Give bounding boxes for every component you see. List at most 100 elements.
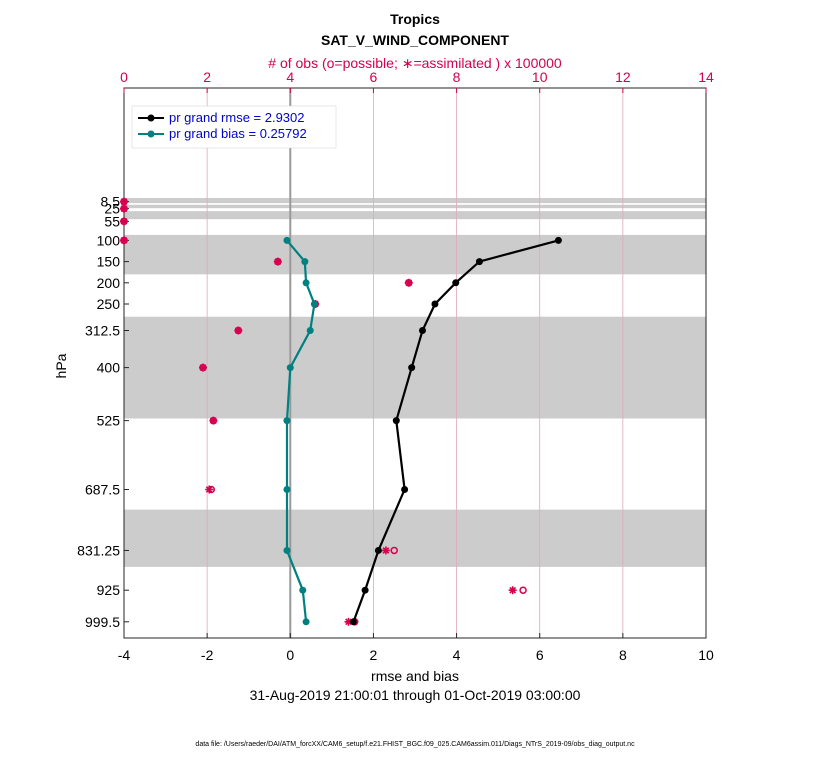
obs-assimilated-stroke-13-3 (345, 618, 352, 626)
y-tick-label-13: 999.5 (85, 614, 120, 630)
y-tick-label-1: 25 (104, 201, 120, 217)
y-tick-label-4: 150 (97, 254, 121, 270)
level-band-2 (124, 204, 706, 209)
y-tick-label-0: 8.5 (101, 194, 121, 210)
level-band-3 (124, 211, 706, 220)
series-0-point-6 (392, 417, 400, 425)
y-tick-label-7: 312.5 (85, 323, 120, 339)
top-tick-label-1: 2 (203, 69, 211, 85)
obs-assimilated-stroke-2-3 (120, 217, 128, 225)
x-tick-label-2: 0 (286, 647, 294, 663)
obs-assimilated-stroke-9-3 (210, 417, 217, 424)
obs-assimilated-stroke-4-3 (274, 258, 282, 265)
top-tick-label-2: 4 (286, 69, 294, 85)
x-tick-label-7: 10 (698, 647, 714, 663)
obs-assimilated-7 (234, 326, 243, 335)
series-0-point-2 (452, 279, 460, 287)
obs-assimilated-10 (205, 485, 214, 494)
obs-assimilated-stroke-0-3 (120, 198, 128, 205)
series-1-point-4 (306, 327, 314, 334)
legend-rmse-label: pr grand rmse = 2.9302 (169, 110, 305, 125)
top-x-ticks: 0 2 4 6 8 10 12 14 (120, 69, 714, 93)
top-axis-label: # of obs (o=possible; ∗=assimilated ) x … (268, 55, 562, 71)
x-tick-label-5: 6 (536, 647, 544, 663)
obs-possible-12 (519, 586, 527, 594)
series-0-point-3 (431, 300, 439, 308)
series-0-point-4 (418, 327, 426, 334)
series-1-point-2 (302, 279, 310, 287)
obs-assimilated-1 (120, 204, 128, 213)
y-axis-label: hPa (53, 353, 69, 378)
top-tick-label-4: 8 (453, 69, 461, 85)
plot-frame (123, 87, 707, 639)
obs-assimilated-stroke-10-3 (205, 486, 213, 493)
legend-rmse-marker (147, 114, 155, 122)
y-tick-label-9: 525 (97, 413, 121, 429)
series-0-point-7 (401, 486, 409, 493)
y-tick-label-11: 831.25 (77, 542, 120, 558)
legend-box (131, 105, 337, 149)
x-tick-label-6: 8 (619, 647, 627, 663)
data-series (283, 236, 562, 626)
series-0-point-0 (554, 236, 562, 244)
series-0-point-9 (361, 586, 369, 594)
level-bands (124, 198, 706, 567)
series-1-point-9 (299, 586, 307, 594)
legend: pr grand rmse = 2.9302 pr grand bias = 0… (131, 105, 337, 149)
obs-assimilated-stroke-1-3 (120, 205, 128, 212)
obs-assimilated-stroke-8-3 (199, 364, 207, 371)
bottom-x-ticks: -4 -2 0 2 4 6 8 10 (118, 633, 714, 663)
level-band-7 (124, 509, 706, 567)
series-1-point-6 (283, 417, 291, 425)
legend-bias-label: pr grand bias = 0.25792 (169, 126, 307, 141)
obs-assimilated-0 (120, 197, 128, 206)
series-1-point-7 (283, 486, 291, 493)
series-0-point-8 (374, 546, 382, 554)
obs-assimilated-5 (404, 278, 413, 287)
obs-assimilated-stroke-5-3 (405, 279, 413, 287)
x-tick-label-1: -2 (201, 647, 214, 663)
obs-assimilated-4 (273, 257, 282, 266)
y-tick-label-2: 55 (104, 213, 120, 229)
obs-assimilated-12 (508, 586, 517, 595)
series-1-point-3 (310, 300, 318, 308)
data-file-footnote: data file: /Users/raeder/DAI/ATM_forcXX/… (195, 741, 635, 748)
top-tick-label-3: 6 (370, 69, 378, 85)
obs-assimilated-stroke-3-3 (120, 237, 128, 244)
obs-assimilated-8 (198, 363, 207, 372)
x-axis-label: rmse and bias (371, 668, 459, 684)
series-1-point-1 (301, 258, 309, 266)
level-band-1 (124, 200, 706, 204)
y-tick-label-6: 250 (97, 296, 121, 312)
x-tick-label-0: -4 (118, 647, 131, 663)
series-1-point-10 (302, 618, 310, 626)
top-tick-label-7: 14 (698, 69, 714, 85)
level-band-4 (124, 234, 706, 241)
y-tick-label-5: 200 (97, 275, 121, 291)
obs-assimilated-2 (120, 217, 128, 226)
obs-assimilated-13 (344, 617, 353, 626)
date-range: 31-Aug-2019 21:00:01 through 01-Oct-2019… (250, 687, 581, 703)
legend-bias-marker (147, 130, 155, 138)
top-tick-label-6: 12 (615, 69, 631, 85)
chart-subtitle: SAT_V_WIND_COMPONENT (321, 32, 509, 48)
obs-assimilated-stroke-12-3 (509, 586, 517, 594)
x-tick-label-3: 2 (370, 647, 378, 663)
series-1-point-0 (283, 236, 291, 244)
chart-title: Tropics (390, 11, 440, 27)
level-band-0 (124, 198, 706, 201)
obs-assimilated-3 (120, 236, 128, 245)
series-0-point-5 (408, 364, 416, 372)
y-tick-label-12: 925 (97, 582, 121, 598)
obs-assimilated-11 (381, 546, 390, 555)
y-tick-label-10: 687.5 (85, 482, 120, 498)
y-tick-label-8: 400 (97, 360, 121, 376)
top-tick-label-5: 10 (532, 69, 548, 85)
x-tick-label-4: 4 (453, 647, 461, 663)
obs-assimilated-9 (209, 416, 218, 425)
obs-possible-11 (390, 546, 398, 555)
series-0-point-1 (475, 258, 483, 266)
y-tick-label-3: 100 (97, 232, 121, 248)
